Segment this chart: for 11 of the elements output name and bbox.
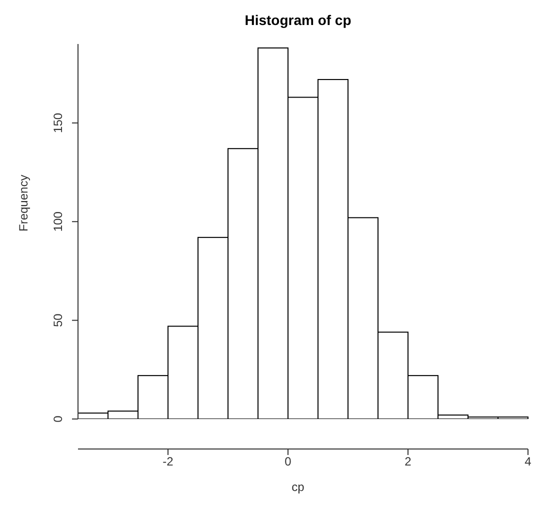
y-tick-label: 150 — [51, 112, 65, 133]
y-tick-label: 100 — [51, 211, 65, 232]
x-axis-title: cp — [290, 480, 306, 494]
x-tick-label: -2 — [162, 454, 174, 469]
y-tick-label: 0 — [51, 415, 65, 422]
y-tick-label: 50 — [51, 313, 65, 327]
x-tick-label: 2 — [404, 454, 412, 469]
x-tick-label: 0 — [284, 454, 292, 469]
chart-title: Histogram of cp — [244, 11, 352, 30]
x-tick-label: 4 — [524, 454, 532, 469]
y-axis-title: Frequency — [16, 174, 30, 232]
